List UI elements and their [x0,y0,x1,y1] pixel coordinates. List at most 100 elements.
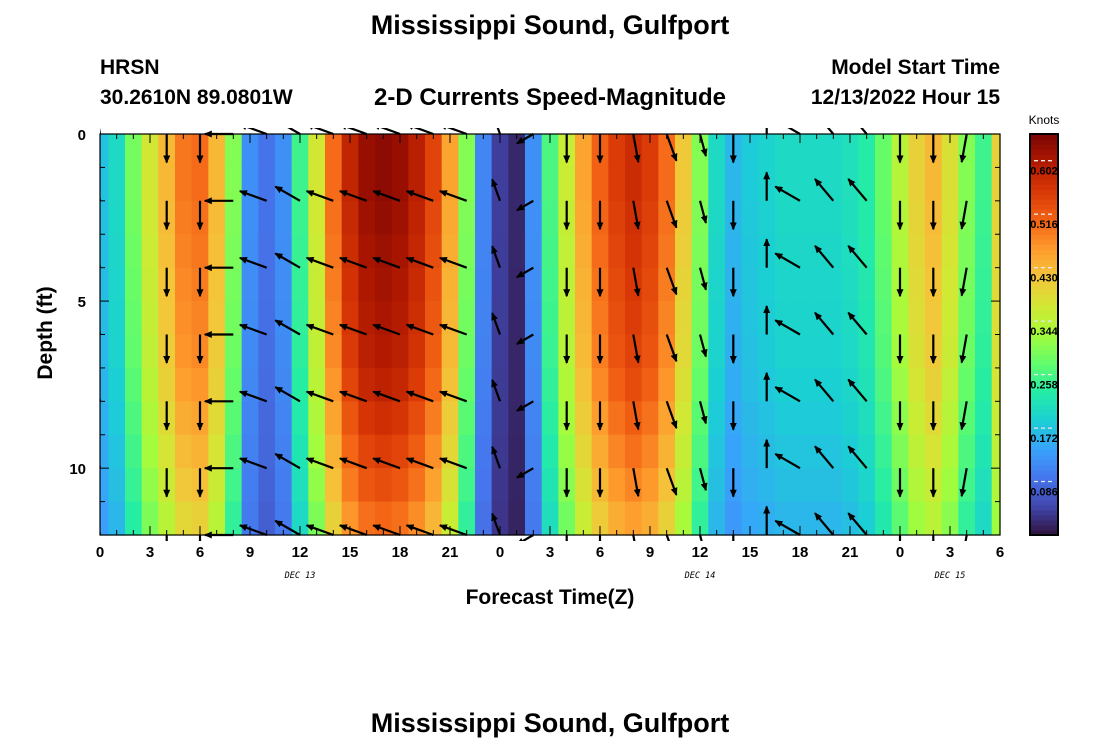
heatmap-cell [608,367,626,402]
heatmap-cell [625,167,643,202]
current-vector-arrow [372,256,401,269]
heatmap-cell [258,468,276,503]
colorbar-segment [1030,369,1058,376]
heatmap-cell [941,267,959,302]
colorbar-units: Knots [1029,113,1060,127]
current-vector-arrow [496,128,502,135]
heatmap-cell [258,401,276,436]
heatmap-cell [291,367,309,402]
colorbar-tick-label: 0.430 [1030,273,1058,285]
heatmap-cell [525,367,543,402]
heatmap-cell [391,468,409,503]
x-tick-label: 6 [996,544,1004,561]
date-label: DEC 13 [284,571,316,581]
heatmap-cell [741,167,759,202]
heatmap-cell [175,301,193,336]
heatmap-cell [325,134,343,169]
heatmap-cell [858,367,876,402]
heatmap-cell [958,468,976,503]
heatmap-cell [841,167,859,202]
heatmap-cell [358,301,376,336]
heatmap-cell [541,401,559,436]
heatmap-cell [708,267,726,302]
current-vector-arrow [774,452,801,470]
heatmap-cell [958,267,976,302]
x-tick-label: 21 [442,544,459,561]
heatmap-cell [841,434,859,469]
heatmap-cell [425,501,443,536]
heatmap-cell [875,200,893,235]
heatmap-cell [458,367,476,402]
current-vector-arrow [438,256,468,269]
heatmap-cell [425,134,443,169]
heatmap-cell [708,468,726,503]
colorbar-segment [1030,149,1058,155]
heatmap-cell [241,200,259,235]
current-vector-arrow [774,386,801,403]
heatmap-cell [875,501,893,536]
heatmap-cell [891,167,909,202]
x-tick-label: 18 [792,544,809,561]
heatmap-cell [741,401,759,436]
current-vector-arrow [338,323,368,336]
heatmap-cell [325,167,343,202]
heatmap-cell [508,434,526,469]
heatmap-cell [291,401,309,436]
colorbar-segment [1030,134,1058,140]
heatmap-cell [208,501,226,536]
colorbar-tick-label: 0.258 [1030,380,1058,392]
current-vector-arrow [665,334,678,363]
heatmap-cell [991,267,1001,302]
heatmap-cell [108,167,126,202]
heatmap-cell [591,367,609,402]
heatmap-cell [691,501,709,536]
heatmap-cell [941,200,959,235]
heatmap-cell [908,167,926,202]
heatmap-cell [458,334,476,369]
heatmap-cell [191,234,209,269]
heatmap-cell [108,501,126,536]
heatmap-cell [808,301,826,336]
x-tick-label: 6 [596,544,604,561]
heatmap-cell [225,468,243,503]
heatmap-cell [325,501,343,536]
heatmap-cell [341,200,359,235]
heatmap-cell [108,200,126,235]
heatmap-cell [908,334,926,369]
heatmap-cell [608,401,626,436]
current-vector-arrow [959,200,968,230]
heatmap-cell [708,401,726,436]
heatmap-cell [208,334,226,369]
current-vector-arrow [238,524,268,537]
heatmap-cell [858,267,876,302]
colorbar-tick-label: 0.344 [1030,326,1058,338]
heatmap-cell [341,401,359,436]
heatmap-cell [525,200,543,235]
colorbar-segment [1030,174,1058,180]
heatmap-cell [958,134,976,169]
current-vector-arrow [774,185,801,202]
heatmap-cell [141,501,159,536]
current-vector-arrow [372,524,401,537]
heatmap-cell [691,401,709,436]
current-vector-arrow [238,128,268,136]
colorbar-segment [1030,449,1058,456]
heatmap-cell [258,334,276,369]
heatmap-cell [741,200,759,235]
heatmap-cell [125,367,143,402]
colorbar-segment [1030,309,1058,316]
colorbar-segment [1030,209,1058,215]
heatmap-cell [375,468,393,503]
current-vector-arrow [372,457,401,470]
colorbar-segment [1030,274,1058,280]
heatmap-cell [341,267,359,302]
heatmap-cell [675,501,693,536]
heatmap-cell [208,301,226,336]
heatmap-cell [475,334,493,369]
heatmap-cell [508,167,526,202]
heatmap-cell [325,234,343,269]
heatmap-cell [141,401,159,436]
colorbar-segment [1030,234,1058,240]
heatmap-cell [791,401,809,436]
heatmap-cell [441,401,459,436]
